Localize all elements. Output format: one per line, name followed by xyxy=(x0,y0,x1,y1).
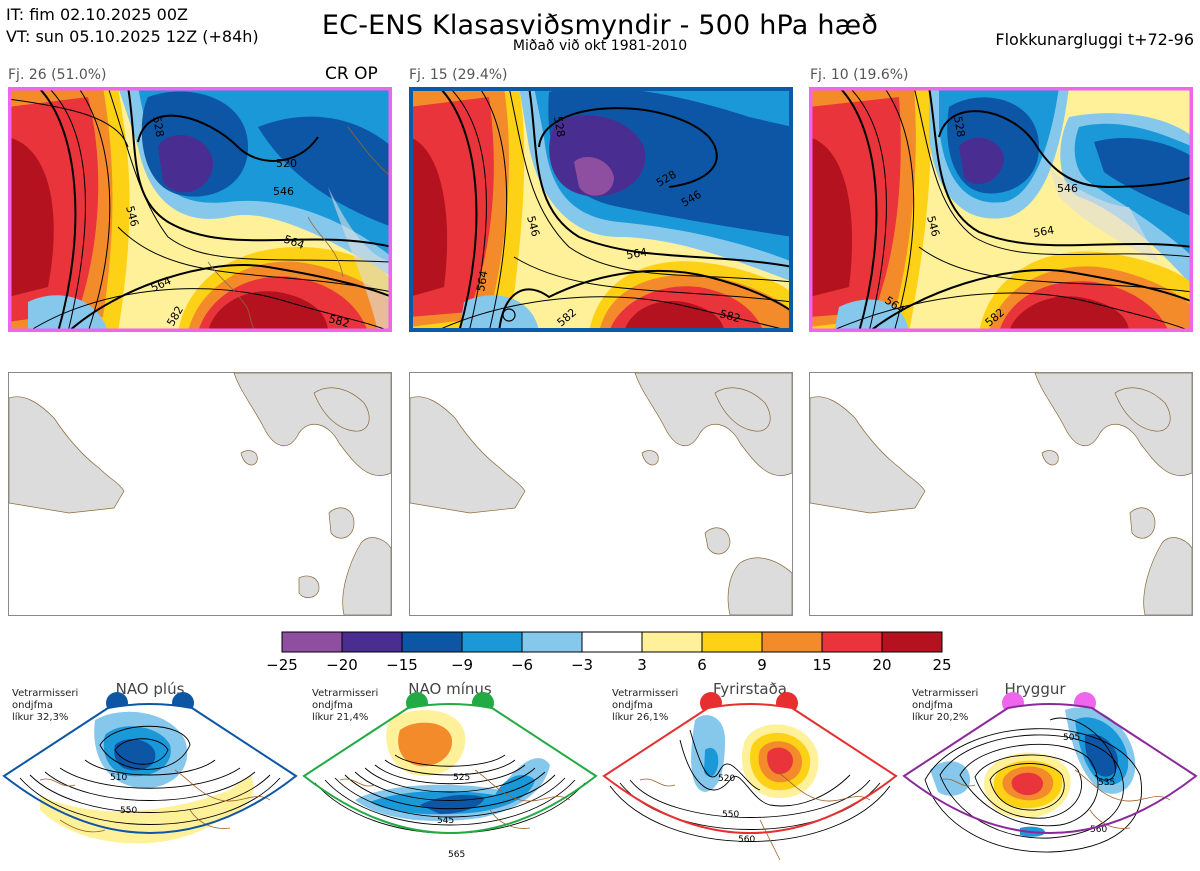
contour-label: 535 xyxy=(1098,778,1115,788)
contour-label: 510 xyxy=(110,773,127,783)
regime-ridge: Vetrarmisseri ondjfma líkur 20,2% Hryggur … xyxy=(900,680,1200,870)
page-subtitle: Miðað við okt 1981-2010 xyxy=(512,38,688,54)
valid-time: VT: sun 05.10.2025 12Z (+84h) xyxy=(6,27,259,46)
colorbar-segment xyxy=(281,631,343,653)
cluster-3-label: Fj. 10 (19.6%) xyxy=(810,67,909,83)
cluster-2-label: Fj. 15 (29.4%) xyxy=(409,67,508,83)
contour-label: 564 xyxy=(1032,224,1055,240)
cluster-1-tag: CR OP xyxy=(325,64,378,84)
contour-label: 546 xyxy=(924,214,942,238)
regime-probability: Vetrarmisseri ondjfma líkur 32,3% xyxy=(12,688,79,723)
contour-label: 546 xyxy=(1057,182,1078,195)
regime-nao-minus: Vetrarmisseri ondjfma líkur 21,4% NAO mínu… xyxy=(300,680,600,870)
colorbar-segment xyxy=(701,631,763,653)
colorbar-tick-label: −20 xyxy=(326,656,358,674)
colorbar-segment xyxy=(881,631,943,653)
colorbar-tick-label: 9 xyxy=(757,656,767,674)
contour-label: 564 xyxy=(625,246,648,262)
colorbar-tick-label: 15 xyxy=(812,656,832,674)
cluster-1-label: Fj. 26 (51.0%) xyxy=(8,67,107,83)
issue-time: IT: fim 02.10.2025 00Z xyxy=(6,5,188,24)
regime-probability: Vetrarmisseri ondjfma líkur 20,2% xyxy=(912,688,979,723)
contour-label: 546 xyxy=(273,185,294,198)
colorbar-tick-label: −3 xyxy=(570,656,594,674)
colorbar-segment xyxy=(401,631,463,653)
colorbar-tick-label: 25 xyxy=(932,656,952,674)
colorbar-segment xyxy=(641,631,703,653)
colorbar-tick-label: −9 xyxy=(450,656,474,674)
colorbar-tick-label: 20 xyxy=(872,656,892,674)
regime-nao-plus: Vetrarmisseri ondjfma líkur 32,3% NAO plús… xyxy=(0,680,300,870)
contour-label: 564 xyxy=(474,270,490,293)
contour-label: 520 xyxy=(276,157,297,170)
contour-label: 545 xyxy=(437,816,454,826)
contour-label: 546 xyxy=(123,204,141,228)
colorbar-tick-label: 6 xyxy=(697,656,707,674)
cluster-2-map: 528 528 546 546 564 564 582 582 xyxy=(409,87,793,332)
regime-title: NAO plús xyxy=(115,680,185,698)
time-info: IT: fim 02.10.2025 00Z VT: sun 05.10.202… xyxy=(6,4,259,48)
colorbar-segment xyxy=(821,631,883,653)
contour-label: 550 xyxy=(722,810,739,820)
regime-probability: Vetrarmisseri ondjfma líkur 21,4% xyxy=(312,688,379,723)
contour-label: 528 xyxy=(150,115,166,138)
regime-title: Fyrirstaða xyxy=(713,680,787,698)
landmap-3 xyxy=(809,372,1193,616)
colorbar-segment xyxy=(341,631,403,653)
contour-label: 525 xyxy=(453,773,470,783)
cluster-3-map: 528 546 546 564 564 582 xyxy=(809,87,1193,332)
colorbar xyxy=(281,631,943,657)
contour-label: 550 xyxy=(120,806,137,816)
regime-title: NAO mínus xyxy=(408,680,492,698)
regime-probability: Vetrarmisseri ondjfma líkur 26,1% xyxy=(612,688,679,723)
classification-window: Flokkunargluggi t+72-96 xyxy=(995,30,1194,49)
cluster-1-map: 528 520 546 564 546 564 582 582 xyxy=(8,87,392,332)
contour-label: 528 xyxy=(951,115,967,138)
colorbar-tick-label: −6 xyxy=(510,656,534,674)
contour-label: 582 xyxy=(718,307,742,325)
contour-label: 505 xyxy=(1063,733,1080,743)
contour-label: 528 xyxy=(551,115,567,138)
contour-label: 546 xyxy=(524,214,542,238)
colorbar-segment xyxy=(461,631,523,653)
contour-label: 520 xyxy=(718,774,735,784)
colorbar-tick-label: −15 xyxy=(386,656,418,674)
landmap-1 xyxy=(8,372,392,616)
page-title: EC-ENS Klasasviðsmyndir - 500 hPa hæð xyxy=(321,10,879,41)
colorbar-tick-label: 3 xyxy=(637,656,647,674)
contour-label: 582 xyxy=(327,312,351,330)
colorbar-tick-label: −25 xyxy=(266,656,298,674)
colorbar-segment xyxy=(521,631,583,653)
regime-blocking: Vetrarmisseri ondjfma líkur 26,1% Fyrirsta… xyxy=(600,680,900,870)
colorbar-segment xyxy=(761,631,823,653)
contour-label: 560 xyxy=(738,835,755,845)
contour-label: 560 xyxy=(1090,825,1107,835)
contour-label: 565 xyxy=(448,850,465,860)
colorbar-segment xyxy=(581,631,643,653)
landmap-2 xyxy=(409,372,793,616)
